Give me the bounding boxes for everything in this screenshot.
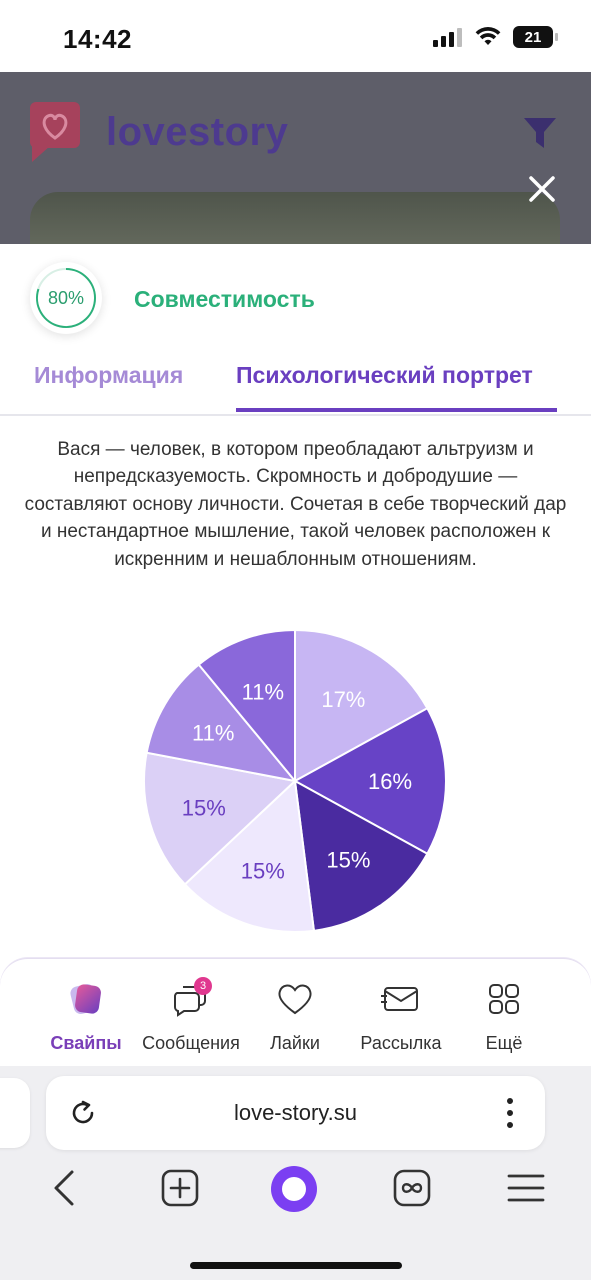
pie-slice-label: 15% [326,848,370,873]
nav-label-mailing: Рассылка [360,1033,442,1053]
address-bar[interactable]: love-story.su [46,1076,545,1150]
app-logo: lovestory [30,102,288,162]
profile-sheet: 80% Совместимость Информация Психологиче… [0,244,591,960]
nav-item-mailing[interactable]: Рассылка [346,981,456,1054]
nav-item-likes[interactable]: Лайки [240,981,350,1054]
nav-item-swipes[interactable]: Свайпы [31,981,141,1054]
swipes-icon [70,983,101,1015]
pie-slice [183,778,316,933]
compatibility-value: 80% [47,287,85,308]
pie-slice [293,779,429,932]
pie-slice [294,628,429,783]
browser-chrome: love-story.su [0,1066,591,1280]
status-time: 14:42 [63,24,132,54]
nav-label-swipes: Свайпы [50,1033,122,1053]
previous-tab-peek[interactable] [0,1078,30,1148]
pie-slice-label: 11% [242,680,284,705]
pie-slice [197,628,296,784]
pie-slice [292,706,447,856]
new-tab-icon[interactable] [160,1168,200,1208]
filter-icon [524,118,556,148]
logo-text: lovestory [106,109,289,154]
pie-slice-label: 15% [182,796,226,821]
bottom-tab-bar: Свайпы 3 Сообщения Лайки Рассылка [0,958,591,1067]
active-tab-indicator [236,408,557,412]
pie-slice [143,751,298,886]
portrait-pie-chart: 17% 16% 15% 15% 15% 11% 11% [143,628,447,933]
messages-badge: 3 [194,977,212,995]
wifi-icon [475,27,501,45]
home-indicator [190,1262,402,1269]
compatibility-ring [36,268,96,328]
close-icon[interactable] [529,176,555,202]
menu-icon[interactable] [506,1168,546,1208]
background-profile-photo [30,192,560,244]
pie-slice-label: 17% [321,687,365,712]
nav-label-likes: Лайки [270,1033,320,1053]
nav-item-messages[interactable]: 3 Сообщения [136,977,246,1054]
background-app-header: lovestory [0,72,591,244]
status-bar: 14:42 21 [0,0,591,72]
compatibility-ring-progress [36,268,96,328]
pie-slice-label: 11% [192,721,234,746]
back-icon[interactable] [48,1168,80,1208]
battery-indicator: 21 [513,26,558,48]
heart-icon [278,984,312,1015]
url-text[interactable]: love-story.su [233,1100,358,1125]
more-options-icon[interactable] [505,1096,515,1130]
reload-icon[interactable] [68,1098,98,1128]
pie-slice-label: 16% [368,769,412,794]
status-icons: 21 [433,26,558,48]
nav-label-more: Ещё [485,1033,523,1053]
nav-label-messages: Сообщения [142,1033,240,1053]
portrait-description: Вася — человек, в котором преобладают ал… [24,439,567,570]
grid-icon [489,984,519,1014]
pie-slice-label: 15% [241,858,285,883]
tab-psychological-portrait[interactable]: Психологический портрет [236,362,533,388]
alice-assistant-icon[interactable] [269,1164,319,1214]
signal-icon [433,28,462,47]
tabs-switcher-icon[interactable] [392,1168,432,1208]
compatibility-label: Совместимость [134,286,315,312]
pie-slice [145,663,298,783]
heart-chat-logo-icon [30,102,80,162]
tab-information[interactable]: Информация [34,362,184,388]
compatibility-indicator: 80% [30,262,102,334]
profile-tabs: Информация Психологический портрет [0,356,591,416]
mailing-icon [381,987,418,1011]
nav-item-more[interactable]: Ещё [449,981,559,1054]
